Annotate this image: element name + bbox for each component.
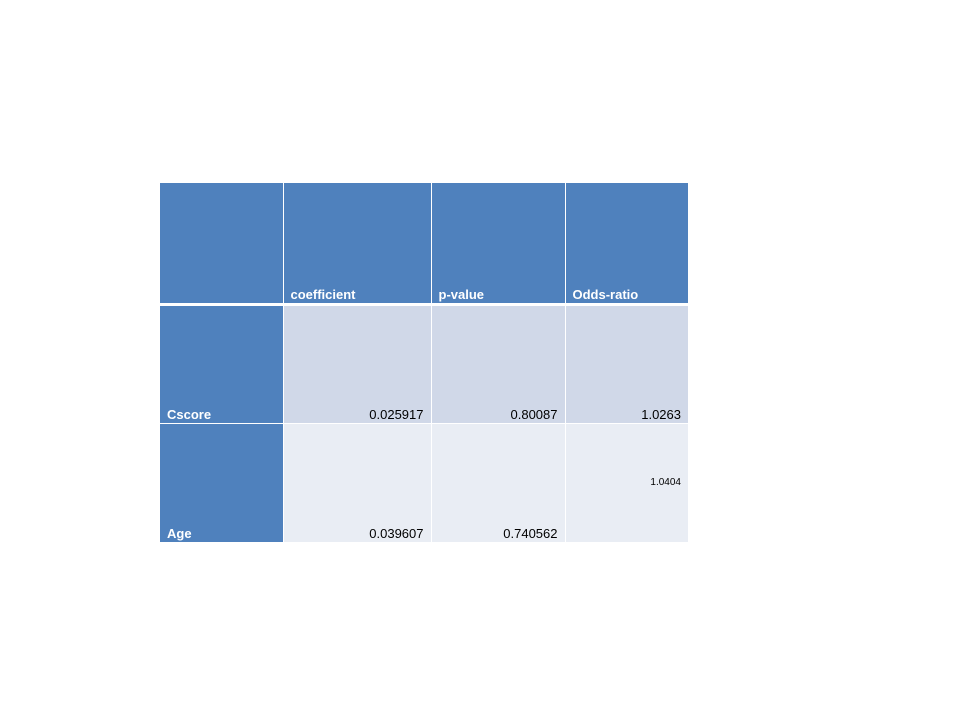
cscore-odds-ratio: 1.0263 xyxy=(565,304,688,424)
table-row: Age 0.039607 0.740562 1.0404 xyxy=(160,423,688,542)
age-p-value: 0.740562 xyxy=(431,423,566,542)
cscore-coefficient: 0.025917 xyxy=(283,304,432,424)
regression-results-table: coefficient p-value Odds-ratio Cscore 0.… xyxy=(160,183,688,542)
row-label-cscore: Cscore xyxy=(160,304,284,424)
header-odds-ratio: Odds-ratio xyxy=(565,183,688,306)
row-label-age: Age xyxy=(160,423,284,542)
age-odds-ratio: 1.0404 xyxy=(565,423,688,542)
table-header-row: coefficient p-value Odds-ratio xyxy=(160,183,688,306)
header-corner-cell xyxy=(160,183,284,306)
age-coefficient: 0.039607 xyxy=(283,423,432,542)
cscore-p-value: 0.80087 xyxy=(431,304,566,424)
table-row: Cscore 0.025917 0.80087 1.0263 xyxy=(160,304,688,424)
header-p-value: p-value xyxy=(431,183,566,306)
header-coefficient: coefficient xyxy=(283,183,432,306)
